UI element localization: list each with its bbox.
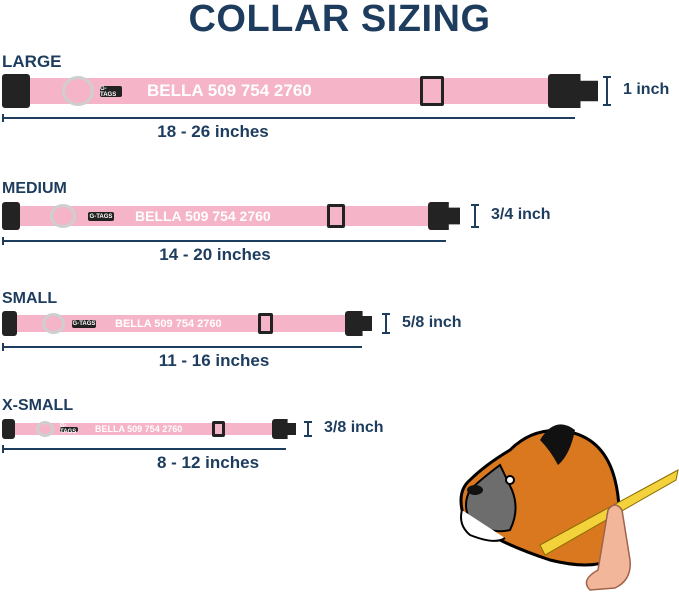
buckle-left — [2, 74, 30, 108]
d-ring — [50, 204, 76, 228]
width-label: 3/8 inch — [324, 419, 384, 436]
buckle-left — [2, 419, 15, 439]
length-line — [2, 445, 286, 453]
engraving-text: BELLA 509 754 2760 — [95, 424, 183, 434]
engraving-text: BELLA 509 754 2760 — [115, 317, 222, 330]
length-label: 11 - 16 inches — [158, 351, 270, 370]
length-label: 14 - 20 inches — [159, 245, 271, 264]
buckle-left — [2, 311, 17, 336]
collar-strap — [15, 423, 272, 435]
boxer-dog-measuring-tape-icon — [459, 424, 679, 591]
length-label: 18 - 26 inches — [157, 122, 269, 141]
page-title: COLLAR SIZING — [188, 0, 491, 40]
brand-tag: G-TAGS — [100, 86, 122, 98]
width-marker-icon — [304, 421, 312, 437]
length-line — [2, 343, 362, 351]
length-line — [2, 114, 575, 122]
size-label: LARGE — [2, 52, 62, 71]
buckle-right — [345, 311, 372, 336]
size-label: SMALL — [2, 290, 58, 307]
d-ring — [62, 76, 94, 106]
brand-tag: G-TAGS — [72, 320, 96, 328]
buckle-right — [428, 202, 460, 230]
slider-buckle — [327, 204, 345, 228]
length-line — [2, 237, 446, 245]
width-label: 1 inch — [623, 81, 670, 98]
engraving-text: BELLA 509 754 2760 — [147, 81, 312, 100]
brand-tag: G-TAGS — [60, 423, 78, 435]
width-label: 3/4 inch — [491, 206, 551, 223]
brand-tag: G-TAGS — [88, 212, 114, 221]
slider-buckle — [420, 76, 444, 106]
buckle-right — [272, 419, 296, 439]
d-ring — [36, 421, 54, 437]
engraving-text: BELLA 509 754 2760 — [135, 208, 271, 224]
width-marker-icon — [382, 313, 390, 334]
width-marker-icon — [603, 76, 611, 106]
d-ring — [42, 313, 65, 334]
collar-strap — [17, 315, 345, 332]
collar-strap — [20, 206, 428, 226]
length-label: 8 - 12 inches — [156, 453, 260, 472]
width-label: 5/8 inch — [402, 313, 462, 331]
slider-buckle — [258, 313, 273, 334]
buckle-left — [2, 202, 20, 230]
slider-buckle — [212, 421, 225, 437]
size-label: X-SMALL — [2, 397, 74, 414]
size-label: MEDIUM — [2, 180, 67, 197]
buckle-right — [548, 74, 598, 108]
width-marker-icon — [471, 204, 479, 228]
